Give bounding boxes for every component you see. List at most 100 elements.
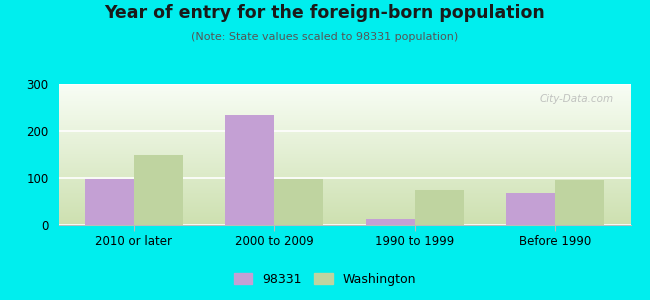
Bar [58,176,630,177]
Bar [58,130,630,131]
Bar [58,117,630,118]
Bar [58,126,630,127]
Bar [58,86,630,87]
Bar [58,190,630,191]
Bar [58,214,630,215]
Bar [365,219,415,225]
Bar [58,124,630,125]
Bar [58,153,630,154]
Bar [58,202,630,203]
Bar [58,119,630,120]
Bar [58,197,630,198]
Bar [58,102,630,103]
Bar [58,131,630,132]
Bar [58,151,630,152]
Bar [58,157,630,158]
Bar [58,150,630,151]
Bar [58,188,630,189]
Bar [58,113,630,114]
Bar [58,192,630,193]
Bar [58,191,630,192]
Bar [58,209,630,210]
Bar [58,94,630,95]
Bar [58,194,630,195]
Bar [58,217,630,218]
Bar [58,222,630,223]
Bar [58,156,630,157]
Bar [58,92,630,93]
Bar [58,144,630,145]
Bar [58,182,630,183]
Bar [58,221,630,222]
Bar [58,224,630,225]
Bar [58,167,630,168]
Bar [58,216,630,217]
Bar [58,84,630,85]
Bar [58,220,630,221]
Bar [58,85,630,86]
Bar [58,200,630,201]
Bar [58,170,630,171]
Bar [58,218,630,219]
Bar [58,137,630,138]
Bar [58,148,630,149]
Bar [58,85,630,86]
Bar [58,103,630,104]
Bar [58,115,630,116]
Bar [58,160,630,161]
Bar [506,193,555,225]
Bar [58,123,630,124]
Bar [58,154,630,155]
Bar [58,205,630,206]
Bar [58,201,630,202]
Bar [58,96,630,97]
Bar [58,179,630,180]
Bar [58,165,630,166]
Bar [58,87,630,88]
Bar [58,213,630,214]
Bar [58,122,630,123]
Bar [58,112,630,113]
Bar [58,162,630,163]
Bar [58,159,630,160]
Bar [58,107,630,108]
Bar [58,129,630,130]
Bar [58,206,630,207]
Bar [58,164,630,165]
Bar [58,172,630,173]
Bar [58,183,630,184]
Bar [58,196,630,197]
Bar [84,179,134,225]
Bar [58,223,630,224]
Bar [58,140,630,141]
Bar [58,110,630,111]
Bar [58,198,630,199]
Bar [134,155,183,225]
Bar [415,190,464,225]
Bar [58,184,630,185]
Bar [58,139,630,140]
Bar [58,127,630,128]
Bar [58,174,630,175]
Bar [58,202,630,203]
Bar [58,89,630,90]
Bar [58,178,630,179]
Bar [58,146,630,147]
Bar [58,161,630,162]
Bar [58,136,630,137]
Bar [58,121,630,122]
Text: (Note: State values scaled to 98331 population): (Note: State values scaled to 98331 popu… [191,32,459,41]
Bar [58,98,630,99]
Bar [58,105,630,106]
Bar [58,181,630,182]
Bar [58,109,630,110]
Text: Year of entry for the foreign-born population: Year of entry for the foreign-born popul… [105,4,545,22]
Bar [58,210,630,211]
Bar [58,193,630,194]
Bar [58,135,630,136]
Bar [58,95,630,96]
Bar [58,189,630,190]
Bar [58,185,630,186]
Bar [58,128,630,129]
Bar [58,149,630,150]
